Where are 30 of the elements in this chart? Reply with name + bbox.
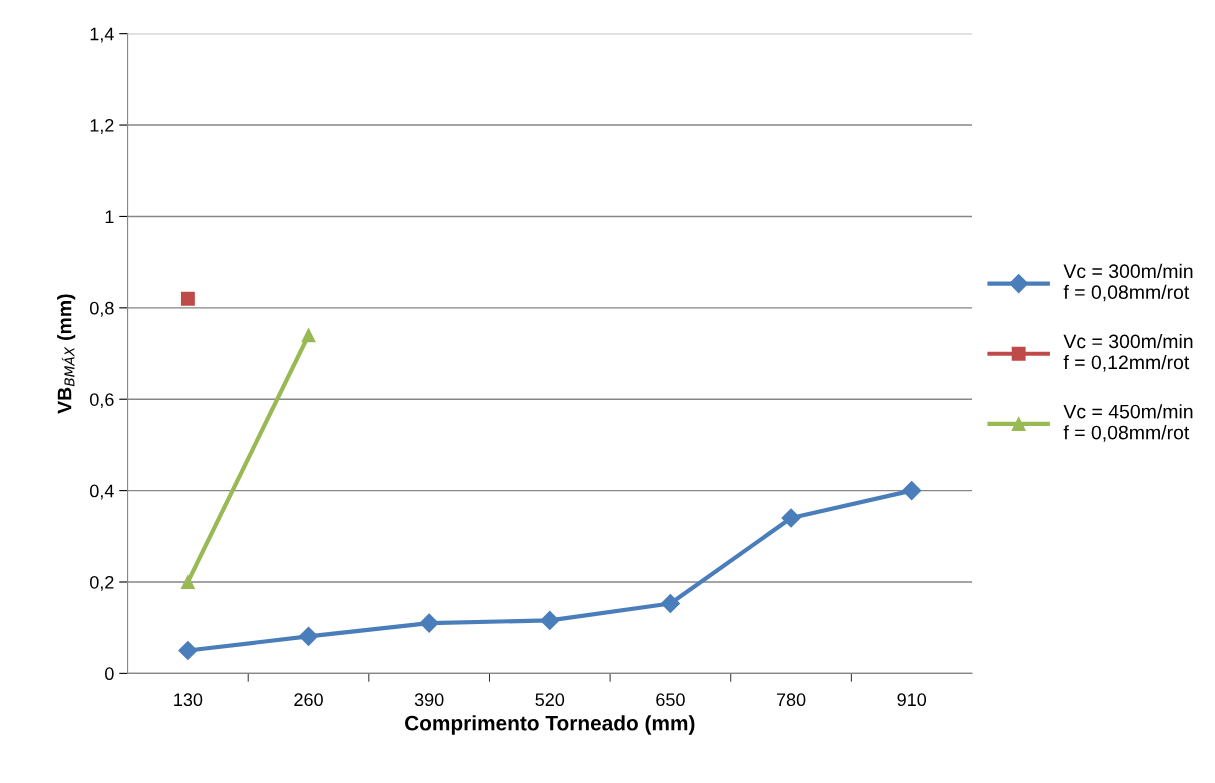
legend-label: Vc = 300m/min f = 0,12mm/rot [1063, 333, 1193, 372]
y-tick-label: 0,6 [89, 393, 114, 409]
x-tick-label: 910 [897, 693, 927, 707]
point [781, 508, 801, 528]
y-tick-label: 1 [105, 210, 114, 223]
y-tick-label: 1,4 [90, 27, 114, 43]
point [419, 613, 439, 633]
point [180, 575, 195, 589]
point [902, 481, 922, 501]
point [301, 328, 316, 343]
y-tick-label: 0,4 [89, 484, 114, 500]
y-tick-label: 0 [105, 667, 114, 681]
point [180, 291, 195, 306]
legend-label: Vc = 450m/min f = 0,08mm/rot [1063, 404, 1193, 442]
legend-label: Vc = 300m/min f = 0,08mm/rot [1063, 263, 1193, 302]
point [178, 640, 198, 661]
x-axis-title: Comprimento Torneado (mm) [405, 715, 695, 735]
y-axis-title: VB$_{BMÁX}$ (mm) [57, 294, 76, 414]
x-tick-label: 130 [174, 693, 203, 707]
point [298, 626, 319, 646]
point [540, 610, 560, 630]
y-tick-label: 0,2 [89, 575, 114, 591]
point [660, 593, 680, 614]
x-tick-label: 260 [294, 693, 323, 707]
y-tick-label: 0,8 [89, 301, 114, 317]
x-tick-label: 520 [535, 693, 565, 707]
x-tick-label: 650 [656, 693, 685, 707]
x-tick-label: 390 [414, 693, 444, 707]
x-tick-label: 780 [776, 693, 806, 707]
y-tick-label: 1,2 [90, 118, 114, 134]
